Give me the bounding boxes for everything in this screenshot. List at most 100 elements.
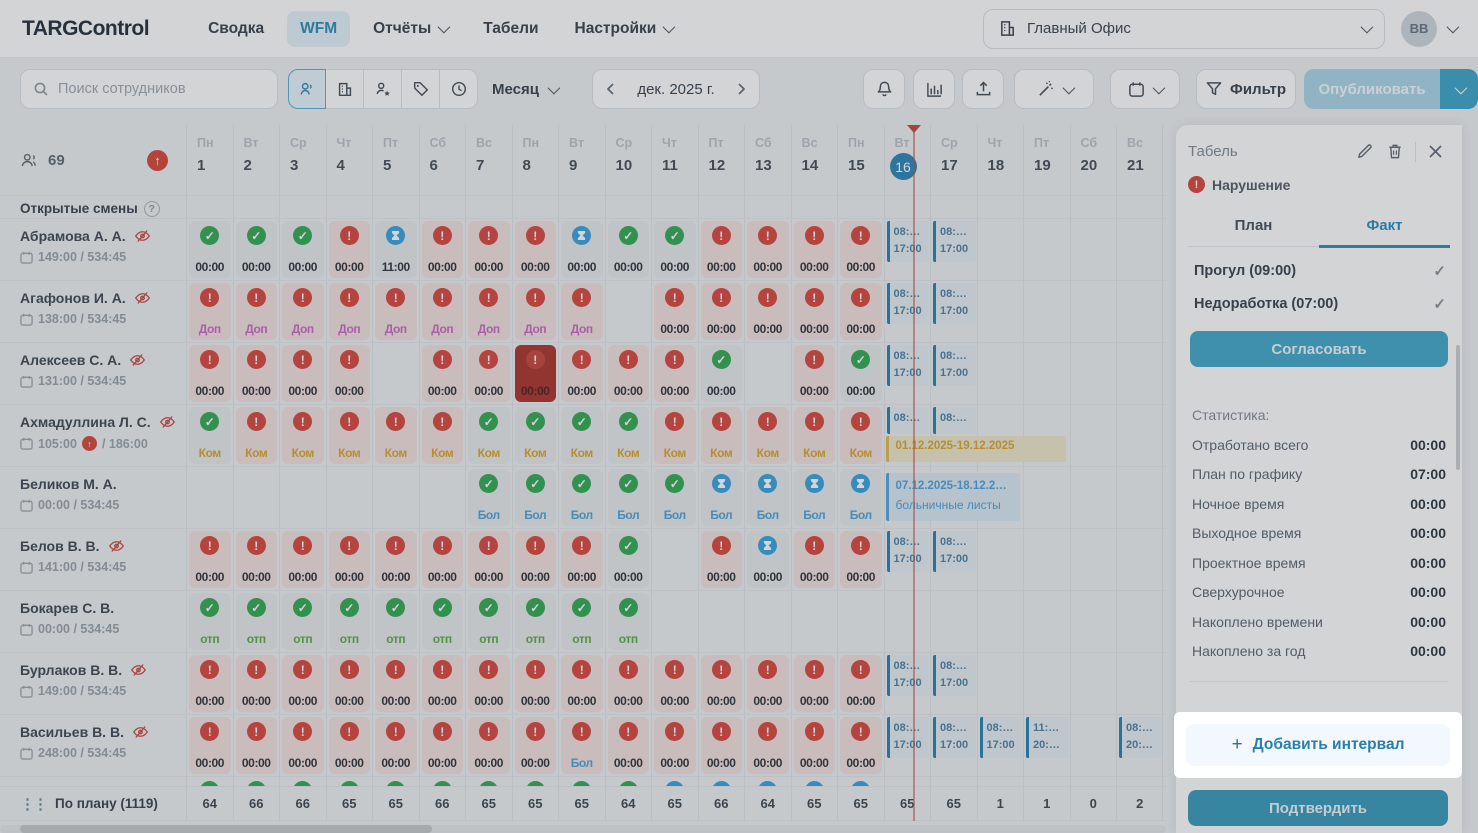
auto-schedule-button[interactable] [1014,69,1094,109]
status-cell[interactable]: ! 00:00 [189,531,231,588]
schedule-cell[interactable] [1023,467,1070,528]
schedule-cell[interactable] [1023,591,1070,652]
status-cell[interactable]: ! 00:00 [375,531,417,588]
schedule-cell[interactable]: ! 00:00 [279,653,326,714]
schedule-cell[interactable]: ! 00:00 [790,653,838,714]
schedule-cell[interactable]: 08:… 17:00 [883,529,931,590]
schedule-cell[interactable]: ! 00:00 [372,653,419,714]
status-cell[interactable]: ! 00:00 [282,655,324,712]
schedule-cell[interactable] [1069,281,1117,342]
schedule-cell[interactable]: ! Доп [465,281,512,342]
status-cell[interactable]: ! Ком [840,407,882,464]
schedule-cell[interactable] [1116,653,1163,714]
status-cell[interactable]: ✓ отп [561,593,603,650]
status-cell[interactable]: ✓ 00:00 [700,345,742,402]
close-panel-button[interactable] [1421,140,1450,163]
schedule-cell[interactable]: ✓ Бол [651,467,698,528]
status-cell[interactable]: ! Бол [561,717,603,774]
schedule-cell[interactable]: ! 00:00 [232,653,280,714]
schedule-cell[interactable] [930,591,977,652]
schedule-cell[interactable]: ! 00:00 [790,529,838,590]
status-cell[interactable]: ! Доп [328,283,370,340]
status-cell[interactable]: ! Доп [514,283,556,340]
status-cell[interactable]: ! 00:00 [235,717,277,774]
schedule-cell[interactable]: 11:00 [372,219,419,280]
status-cell[interactable]: ✓ Бол [607,469,649,526]
schedule-cell[interactable] [976,405,1024,466]
status-cell[interactable]: 00:00 [747,531,789,588]
status-cell[interactable]: ! 00:00 [700,717,742,774]
schedule-cell[interactable]: ✓ отп [279,591,326,652]
nav-item-wfm[interactable]: WFM [287,10,351,47]
employee-label[interactable]: Бокарев С. В. 00:00 / 534:45 [0,591,186,652]
schedule-cell[interactable]: ! 00:00 [465,653,512,714]
schedule-cell[interactable]: ! 00:00 [837,653,884,714]
status-cell[interactable]: ! 00:00 [793,221,835,278]
status-cell[interactable]: ✓ Ком [514,407,556,464]
schedule-cell[interactable]: ! 00:00 [186,653,233,714]
schedule-cell[interactable]: ✓ 00:00 [604,219,652,280]
schedule-cell[interactable]: ! Доп [511,281,559,342]
shift-interval-card[interactable]: 08:… 17:00 [886,531,929,572]
schedule-cell[interactable]: ! 00:00 [558,343,605,404]
schedule-cell[interactable]: ! 00:00 [604,343,652,404]
schedule-cell[interactable]: ✓ отп [186,591,233,652]
schedule-cell[interactable] [604,281,652,342]
schedule-cell[interactable]: ! 00:00 [279,529,326,590]
schedule-cell[interactable]: ! 00:00 [697,219,745,280]
schedule-cell[interactable] [1116,777,1163,786]
open-shift-cell[interactable] [232,196,280,218]
departments-view-button[interactable] [326,69,364,109]
schedule-cell[interactable]: ! 00:00 [697,529,745,590]
schedule-cell[interactable]: 08:… 17:00 [930,281,977,342]
violation-item[interactable]: Недоработка (07:00) ✓ [1194,296,1446,313]
schedule-cell[interactable]: ! 00:00 [279,715,326,776]
nav-item-tabeli[interactable]: Табели [483,19,539,37]
schedule-cell[interactable]: ! 00:00 [697,715,745,776]
schedule-cell[interactable]: ✓ [511,777,559,786]
shift-interval-card[interactable]: 08:… 17:00 [933,717,976,758]
schedule-cell[interactable]: ✓ Ком [558,405,605,466]
schedule-cell[interactable]: Бол [837,467,884,528]
schedule-cell[interactable]: 08:… 17:00 [883,715,931,776]
status-cell[interactable]: ! 00:00 [468,717,510,774]
schedule-cell[interactable]: ! Ком [651,405,698,466]
schedule-cell[interactable] [883,591,931,652]
schedule-cell[interactable]: ! 00:00 [511,343,559,404]
schedule-cell[interactable]: ✓ [418,777,466,786]
shift-interval-card[interactable]: 08:… 17:00 [886,283,929,324]
schedule-cell[interactable]: ✓ Ком [465,405,512,466]
schedule-cell[interactable]: ! Ком [744,405,791,466]
open-shift-cell[interactable] [1023,196,1070,218]
schedule-cell[interactable]: ! 00:00 [418,343,466,404]
open-shift-cell[interactable] [186,196,233,218]
schedule-cell[interactable]: ! 00:00 [232,715,280,776]
schedule-cell[interactable]: ! 00:00 [837,715,884,776]
status-cell[interactable]: ✓ Бол [654,469,696,526]
status-cell[interactable]: ✓ Бол [468,469,510,526]
schedule-cell[interactable]: ✓ отп [465,591,512,652]
status-cell[interactable]: ! 00:00 [607,717,649,774]
status-cell[interactable]: ! 00:00 [421,531,463,588]
search-input[interactable] [58,81,265,97]
status-cell[interactable]: ! 00:00 [328,717,370,774]
add-interval-button[interactable]: + Добавить интервал [1186,724,1450,766]
status-cell[interactable]: ! 00:00 [840,221,882,278]
schedule-cell[interactable] [697,777,745,786]
status-cell[interactable]: ! 00:00 [514,221,556,278]
status-cell[interactable]: ! 00:00 [328,345,370,402]
schedule-cell[interactable]: ! 00:00 [558,653,605,714]
schedule-cell[interactable] [883,777,931,786]
schedule-cell[interactable]: Бол [790,467,838,528]
schedule-cell[interactable] [1023,219,1070,280]
calendar-menu-button[interactable] [1110,69,1180,109]
shift-interval-card[interactable]: 08:… 17:00 [979,717,1022,758]
status-cell[interactable]: ! 00:00 [235,655,277,712]
schedule-cell[interactable] [976,219,1024,280]
delete-button[interactable] [1380,139,1410,164]
schedule-cell[interactable] [837,591,884,652]
schedule-cell[interactable]: ✓ [558,777,605,786]
shift-interval-card[interactable]: 08:… 17:00 [933,531,976,572]
schedule-cell[interactable]: ! 00:00 [511,715,559,776]
status-cell[interactable]: ! 00:00 [514,655,556,712]
